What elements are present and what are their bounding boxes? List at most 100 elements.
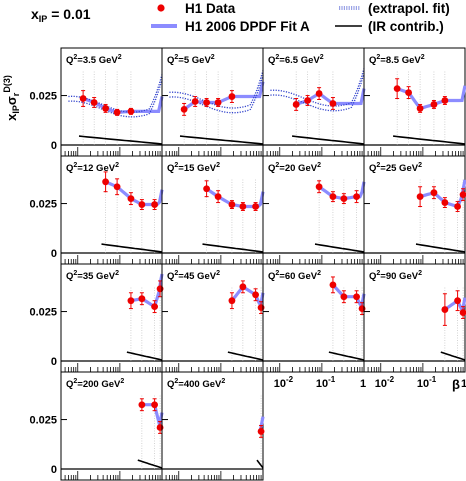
x-axis-title: β xyxy=(452,377,460,392)
panel-ir-curve xyxy=(101,243,163,253)
panel-extrap-curve xyxy=(270,68,365,107)
panel-title: Q2=200 GeV2 xyxy=(66,378,124,390)
data-point xyxy=(228,201,236,208)
y-tick-label: 0 xyxy=(51,248,57,260)
data-point xyxy=(257,428,265,435)
panel-frame xyxy=(161,371,264,481)
y-tick-label: 0 xyxy=(51,464,57,476)
panel-extrap-curve xyxy=(169,70,264,109)
xpom-label: x xyxy=(31,6,39,22)
panel-ir-curve xyxy=(227,351,264,361)
data-point xyxy=(340,293,348,301)
data-point xyxy=(292,101,300,108)
data-point xyxy=(127,107,135,115)
data-point xyxy=(203,99,210,106)
data-point xyxy=(353,193,360,201)
y-tick-label: 0 xyxy=(51,356,57,368)
panels: Q2=3.5 GeV2 Q2=5 GeV2 Q2=6.5 GeV2 Q2=8.5 Ge… xyxy=(60,47,466,481)
data-point xyxy=(138,401,146,409)
x-tick-label: 10-1 xyxy=(417,375,437,390)
legend-ir-label: (IR contrib.) xyxy=(368,19,444,34)
y-tick-label: 0.025 xyxy=(29,91,57,103)
data-point xyxy=(459,309,466,316)
panel-title: Q2=90 GeV2 xyxy=(369,270,422,282)
panel-ir-curve xyxy=(393,135,466,145)
panel-q2-3.5: Q2=3.5 GeV2 xyxy=(60,47,164,157)
panel-title: Q2=6.5 GeV2 xyxy=(268,54,324,66)
y-axis-title-sigma: σ xyxy=(4,96,19,105)
data-point xyxy=(416,105,424,112)
data-point xyxy=(102,105,109,112)
data-point xyxy=(214,99,222,106)
data-point xyxy=(138,201,146,208)
panel-q2-25: Q2=25 GeV2 xyxy=(363,155,466,265)
data-point xyxy=(151,201,158,208)
data-point xyxy=(329,100,337,107)
panel-title: Q2=60 GeV2 xyxy=(268,270,321,282)
data-point xyxy=(79,95,87,102)
data-point xyxy=(315,90,323,97)
data-point xyxy=(416,193,424,201)
data-point xyxy=(454,297,461,305)
panel-title: Q2=400 GeV2 xyxy=(167,378,225,390)
data-point xyxy=(138,295,146,303)
panel-title: Q2=12 GeV2 xyxy=(66,162,119,174)
panel-title: Q2=8.5 GeV2 xyxy=(369,54,425,66)
panel-ir-curve xyxy=(256,459,264,469)
panel-extrap-curve xyxy=(68,79,163,118)
panel-extrap-curve xyxy=(270,73,365,112)
data-point xyxy=(340,195,348,203)
data-point xyxy=(102,178,109,186)
panel-q2-400: Q2=400 GeV2 xyxy=(161,371,265,481)
panel-q2-90: Q2=90 GeV2 xyxy=(363,263,466,373)
y-axis-title-sub1: IP xyxy=(11,105,21,114)
panel-ir-curve xyxy=(137,459,163,469)
panel-fit-curve xyxy=(394,85,466,110)
y-axis-title-sup: D(3) xyxy=(2,75,12,93)
xpom-value: = 0.01 xyxy=(47,6,90,22)
legend-data-label: H1 Data xyxy=(185,1,236,16)
y-axis-title-x: x xyxy=(4,113,19,121)
y-tick-label: 0.025 xyxy=(29,199,57,211)
panel-fit-curve xyxy=(229,285,265,309)
panel-ir-curve xyxy=(78,135,163,145)
panel-title: Q2=3.5 GeV2 xyxy=(66,54,122,66)
data-point xyxy=(441,97,449,104)
panel-q2-35: Q2=35 GeV2 xyxy=(60,263,164,373)
data-point xyxy=(329,281,337,289)
data-point xyxy=(441,306,449,313)
panel-extrap-curve xyxy=(169,75,264,114)
data-point xyxy=(180,106,188,113)
panel-title: Q2=35 GeV2 xyxy=(66,270,119,282)
svg-text:xIPσrD(3): xIPσrD(3) xyxy=(2,75,21,121)
data-point xyxy=(252,203,259,210)
panel-q2-45: Q2=45 GeV2 xyxy=(161,263,265,373)
data-point xyxy=(228,93,236,100)
panel-fit-curve xyxy=(180,81,265,111)
data-point xyxy=(353,293,360,301)
panel-q2-60: Q2=60 GeV2 xyxy=(262,263,366,373)
panel-q2-5: Q2=5 GeV2 xyxy=(161,47,265,157)
axes-labels: 0 0.025 0 0.025 0 0.025 0 0.025 10-2 10-1 1 10-2 10-… xyxy=(29,91,466,476)
panel-title: Q2=25 GeV2 xyxy=(369,162,422,174)
y-tick-label: 0.025 xyxy=(29,307,57,319)
data-point xyxy=(430,189,438,197)
data-point xyxy=(454,203,461,210)
panel-title: Q2=5 GeV2 xyxy=(167,54,215,66)
header: xIP = 0.01 xyxy=(31,6,91,24)
data-point xyxy=(191,98,199,105)
data-point xyxy=(127,297,135,305)
data-point xyxy=(405,89,412,96)
x-tick-label: 10-2 xyxy=(375,375,395,390)
data-point xyxy=(151,303,158,311)
svg-text:xIP = 0.01: xIP = 0.01 xyxy=(31,6,91,24)
data-point xyxy=(329,193,337,201)
data-point xyxy=(127,195,135,203)
panel-q2-15: Q2=15 GeV2 xyxy=(161,155,265,265)
panel-ir-curve xyxy=(314,243,365,253)
panel-ir-curve xyxy=(179,135,264,145)
x-tick-label: 10-1 xyxy=(316,375,336,390)
data-point xyxy=(90,99,98,106)
data-point xyxy=(459,191,466,199)
